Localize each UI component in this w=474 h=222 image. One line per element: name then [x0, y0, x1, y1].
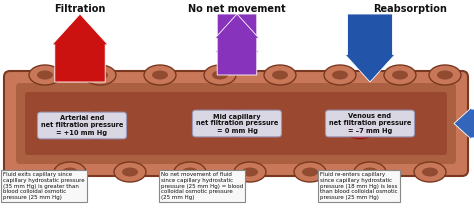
Ellipse shape	[272, 71, 288, 79]
Ellipse shape	[29, 65, 61, 85]
Text: No net movement of fluid
since capillary hydrostatic
pressure (25 mm Hg) = blood: No net movement of fluid since capillary…	[161, 172, 243, 200]
Polygon shape	[52, 14, 108, 82]
Ellipse shape	[62, 168, 78, 176]
Text: Reabsorption: Reabsorption	[373, 4, 447, 14]
FancyBboxPatch shape	[16, 83, 456, 164]
Ellipse shape	[212, 71, 228, 79]
Text: Filtration: Filtration	[55, 4, 106, 14]
Ellipse shape	[384, 65, 416, 85]
Ellipse shape	[354, 162, 386, 182]
Ellipse shape	[227, 119, 247, 129]
Ellipse shape	[392, 71, 408, 79]
Polygon shape	[215, 14, 259, 75]
Ellipse shape	[37, 71, 53, 79]
Ellipse shape	[264, 65, 296, 85]
Polygon shape	[215, 14, 259, 75]
FancyBboxPatch shape	[4, 71, 468, 176]
FancyBboxPatch shape	[25, 92, 447, 155]
Ellipse shape	[429, 65, 461, 85]
Ellipse shape	[92, 71, 108, 79]
Ellipse shape	[174, 162, 206, 182]
Text: Fluid re-enters capillary
since capillary hydrostatic
pressure (18 mm Hg) is les: Fluid re-enters capillary since capillar…	[320, 172, 398, 200]
Ellipse shape	[84, 65, 116, 85]
Ellipse shape	[324, 65, 356, 85]
Ellipse shape	[422, 168, 438, 176]
Ellipse shape	[362, 168, 378, 176]
Ellipse shape	[76, 113, 114, 139]
Ellipse shape	[341, 113, 379, 139]
Text: Mid capillary
net filtration pressure
= 0 mm Hg: Mid capillary net filtration pressure = …	[196, 113, 278, 133]
Polygon shape	[454, 107, 474, 139]
Polygon shape	[345, 14, 395, 82]
Ellipse shape	[234, 162, 266, 182]
Ellipse shape	[122, 168, 138, 176]
Text: Fluid exits capillary since
capillary hydrostatic pressure
(35 mm Hg) is greater: Fluid exits capillary since capillary hy…	[3, 172, 85, 200]
Ellipse shape	[218, 111, 256, 137]
Ellipse shape	[302, 168, 318, 176]
Ellipse shape	[54, 162, 86, 182]
Text: No net movement: No net movement	[188, 4, 286, 14]
Ellipse shape	[414, 162, 446, 182]
Ellipse shape	[350, 121, 370, 131]
Ellipse shape	[204, 65, 236, 85]
Ellipse shape	[152, 71, 168, 79]
Ellipse shape	[182, 168, 198, 176]
Ellipse shape	[437, 71, 453, 79]
Ellipse shape	[85, 121, 105, 131]
Ellipse shape	[242, 168, 258, 176]
Ellipse shape	[144, 65, 176, 85]
Ellipse shape	[294, 162, 326, 182]
Ellipse shape	[114, 162, 146, 182]
Ellipse shape	[332, 71, 348, 79]
Text: Arterial end
net filtration pressure
= +10 mm Hg: Arterial end net filtration pressure = +…	[41, 115, 123, 135]
Text: Venous end
net filtration pressure
= –7 mm Hg: Venous end net filtration pressure = –7 …	[329, 113, 411, 133]
